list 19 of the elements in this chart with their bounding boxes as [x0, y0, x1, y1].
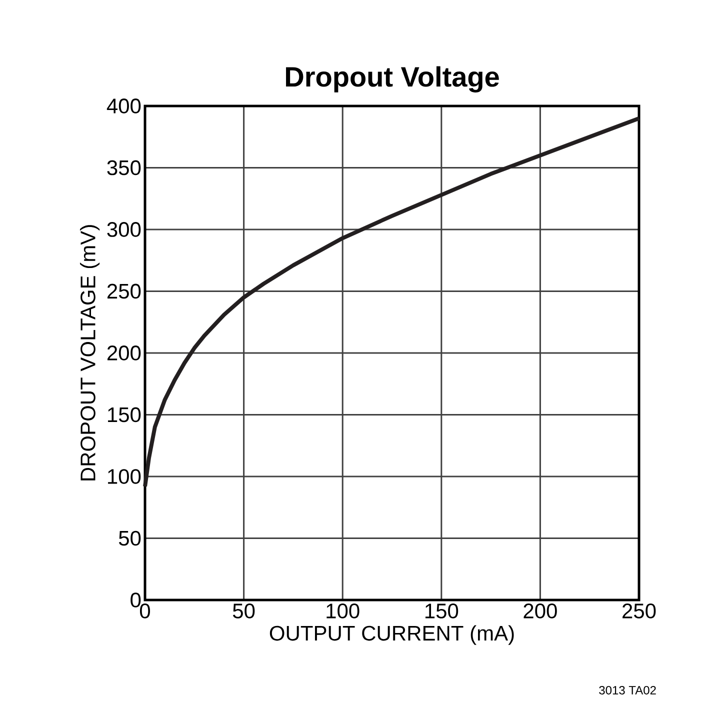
y-tick-label: 350 [107, 160, 141, 176]
y-tick-label: 0 [130, 592, 141, 608]
y-tick-label: 400 [106, 98, 141, 114]
y-tick-label: 100 [108, 469, 141, 484]
y-tick-label: 50 [118, 530, 141, 546]
x-tick-label: 150 [425, 604, 458, 618]
y-tick-label: 200 [107, 346, 141, 360]
y-tick-label: 300 [107, 222, 141, 237]
chart-title: Dropout Voltage [286, 66, 499, 92]
y-axis-title: DROPOUT VOLTAGE (mV) [80, 225, 100, 480]
y-tick-label: 150 [108, 407, 141, 422]
x-tick-label: 200 [524, 604, 557, 618]
y-tick-label: 250 [107, 284, 141, 299]
x-tick-label: 50 [232, 604, 255, 618]
x-axis-title: OUTPUT CURRENT (mA) [270, 625, 514, 645]
x-tick-label: 250 [622, 604, 656, 618]
x-tick-label: 0 [140, 604, 150, 618]
text: 3013 TA02 [599, 686, 656, 694]
x-tick-label: 100 [326, 604, 360, 618]
